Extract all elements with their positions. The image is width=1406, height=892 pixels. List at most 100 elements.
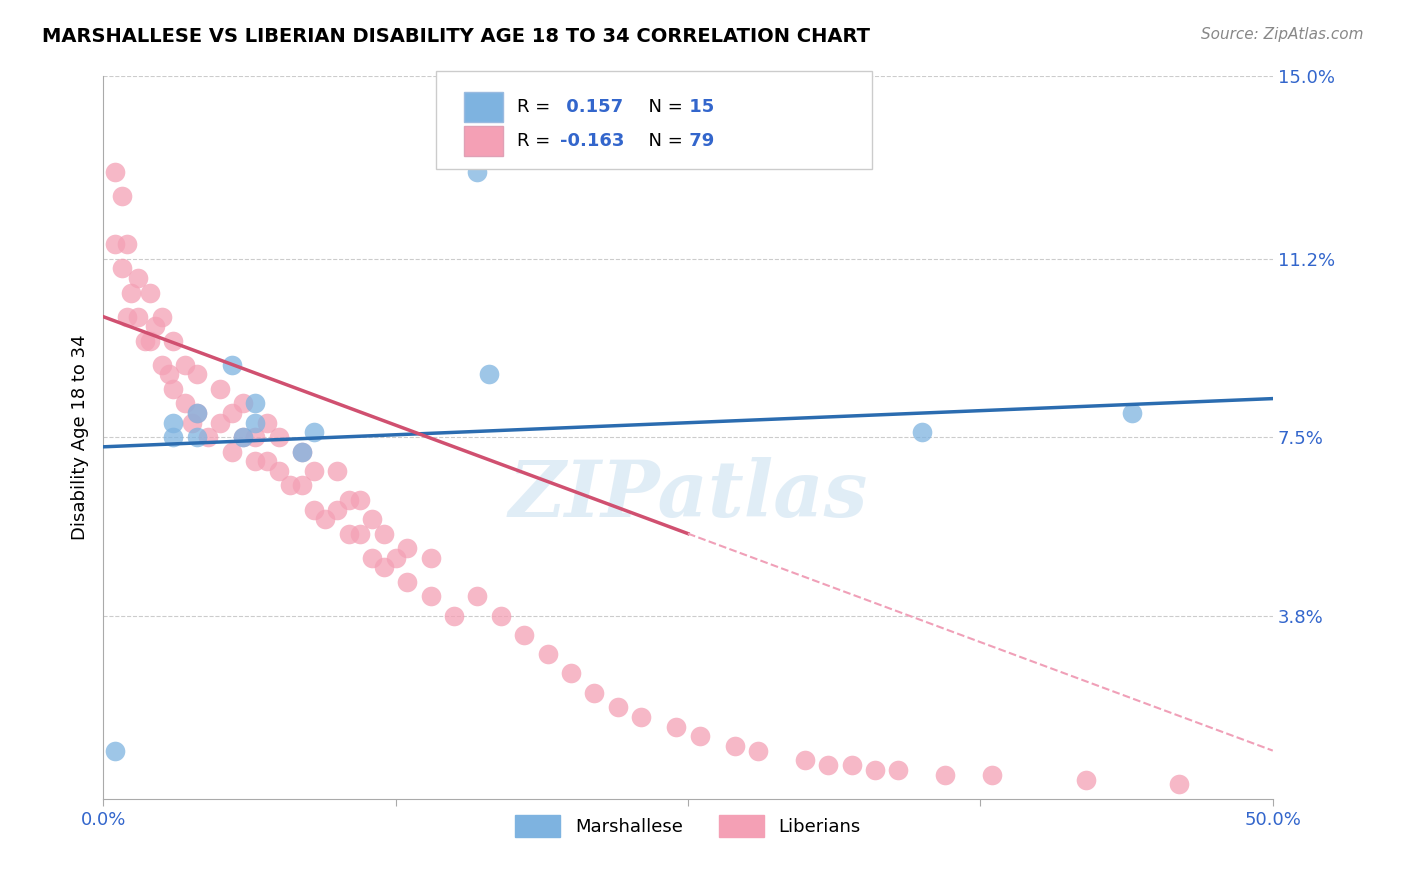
Point <box>326 502 349 516</box>
Text: Source: ZipAtlas.com: Source: ZipAtlas.com <box>1201 27 1364 42</box>
Point <box>111 261 134 276</box>
Point <box>115 237 138 252</box>
Point <box>478 368 501 382</box>
Point <box>243 396 266 410</box>
Point <box>150 358 173 372</box>
Point <box>150 310 173 324</box>
Point <box>157 368 180 382</box>
Point <box>887 763 910 777</box>
Point <box>162 416 184 430</box>
Point <box>1074 772 1097 787</box>
Point <box>373 526 395 541</box>
Point <box>1168 777 1191 791</box>
Point <box>267 430 290 444</box>
Point <box>793 753 815 767</box>
Point <box>232 430 254 444</box>
Point <box>256 416 278 430</box>
Point <box>724 739 747 753</box>
Point <box>630 710 652 724</box>
Point <box>197 430 219 444</box>
Point <box>174 358 197 372</box>
Point <box>139 285 162 300</box>
Text: ZIPatlas: ZIPatlas <box>508 457 868 533</box>
Point <box>560 666 582 681</box>
Point <box>127 271 149 285</box>
Point <box>243 416 266 430</box>
Point <box>181 416 204 430</box>
Text: 79: 79 <box>683 132 714 150</box>
Point <box>384 550 406 565</box>
Point <box>209 382 232 396</box>
Point <box>981 768 1004 782</box>
Point <box>267 464 290 478</box>
Point <box>243 430 266 444</box>
Text: R =: R = <box>517 132 557 150</box>
Point <box>104 165 127 179</box>
Point <box>489 608 512 623</box>
Point <box>863 763 886 777</box>
Point <box>104 743 127 757</box>
Point <box>186 406 208 420</box>
Point <box>256 454 278 468</box>
Point <box>361 550 384 565</box>
Text: N =: N = <box>637 132 689 150</box>
Point <box>291 444 314 458</box>
Point <box>174 396 197 410</box>
Point <box>221 444 243 458</box>
Point <box>186 430 208 444</box>
Point <box>209 416 232 430</box>
Point <box>536 647 558 661</box>
Point <box>143 319 166 334</box>
Text: R =: R = <box>517 98 557 116</box>
Legend: Marshallese, Liberians: Marshallese, Liberians <box>508 807 868 844</box>
Point <box>221 358 243 372</box>
Point <box>606 700 628 714</box>
Point <box>349 492 371 507</box>
Point <box>162 382 184 396</box>
Point <box>419 550 441 565</box>
Point <box>302 502 325 516</box>
Point <box>467 165 489 179</box>
Point <box>1121 406 1143 420</box>
Text: 0.157: 0.157 <box>560 98 623 116</box>
Text: N =: N = <box>637 98 689 116</box>
Point <box>513 628 536 642</box>
Point <box>911 425 934 440</box>
Point <box>134 334 156 348</box>
Point <box>291 478 314 492</box>
Point <box>396 541 419 555</box>
Point <box>162 334 184 348</box>
Point <box>232 396 254 410</box>
Point <box>665 719 688 733</box>
Point <box>302 464 325 478</box>
Point <box>139 334 162 348</box>
Point <box>115 310 138 324</box>
Point <box>314 512 336 526</box>
Point <box>443 608 465 623</box>
Point <box>337 526 360 541</box>
Point <box>111 189 134 203</box>
Text: 15: 15 <box>683 98 714 116</box>
Point <box>467 590 489 604</box>
Point <box>373 560 395 574</box>
Point <box>127 310 149 324</box>
Point <box>934 768 956 782</box>
Point <box>162 430 184 444</box>
Point <box>349 526 371 541</box>
Point <box>278 478 301 492</box>
Point <box>326 464 349 478</box>
Point <box>243 454 266 468</box>
Point <box>689 729 711 743</box>
Text: MARSHALLESE VS LIBERIAN DISABILITY AGE 18 TO 34 CORRELATION CHART: MARSHALLESE VS LIBERIAN DISABILITY AGE 1… <box>42 27 870 45</box>
Point <box>221 406 243 420</box>
Point <box>232 430 254 444</box>
Point <box>841 758 863 772</box>
Text: -0.163: -0.163 <box>560 132 624 150</box>
Point <box>186 406 208 420</box>
Point <box>747 743 769 757</box>
Point <box>302 425 325 440</box>
Point <box>817 758 839 772</box>
Point <box>291 444 314 458</box>
Point <box>419 590 441 604</box>
Point <box>120 285 142 300</box>
